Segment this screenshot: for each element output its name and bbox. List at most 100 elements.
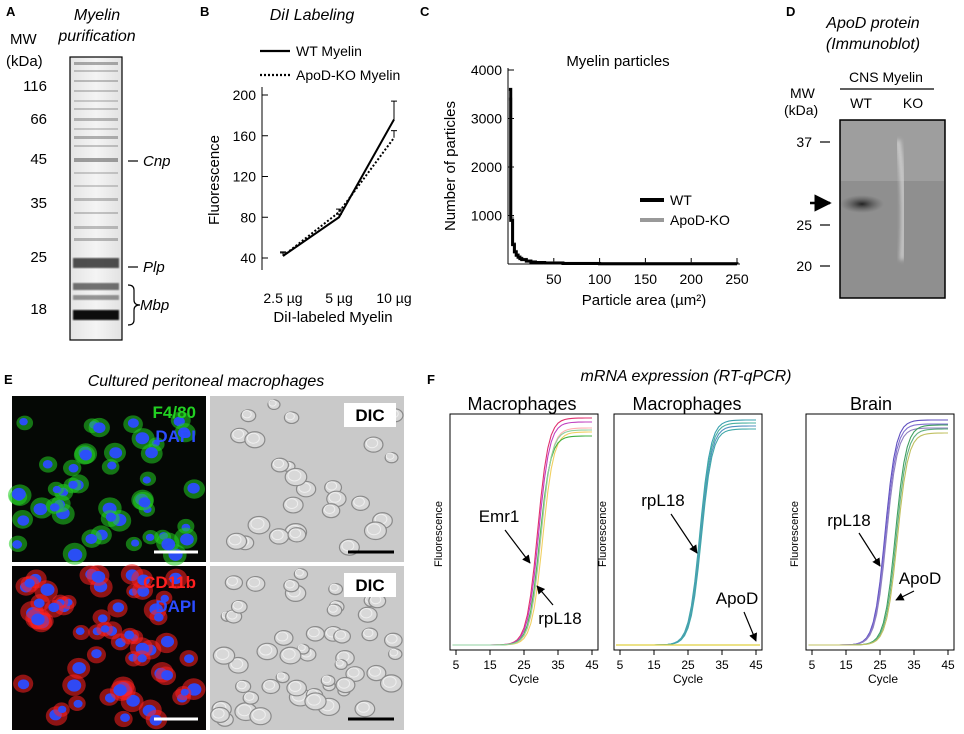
panel-letter-a: A <box>6 4 16 19</box>
y-tick-label: 4000 <box>471 62 502 78</box>
dic-cell <box>284 467 308 487</box>
dic-cell-highlight <box>241 410 252 419</box>
qpcr-x-tick-label: 5 <box>809 658 816 672</box>
y-tick-label: 80 <box>240 209 256 225</box>
dic-label: DIC <box>355 406 384 425</box>
mw-marker-label: 20 <box>796 258 812 274</box>
dic-cell-highlight <box>285 498 299 509</box>
marker-label: 25 <box>30 249 47 266</box>
stain-label-dapi: DAPI <box>155 427 196 446</box>
apod-band-wt <box>840 195 884 213</box>
dic-cell <box>261 678 281 695</box>
panel-letter-e: E <box>4 372 13 387</box>
curve-label-rpl18: rpL18 <box>641 491 684 510</box>
nucleus <box>72 662 86 674</box>
cells-dic <box>225 399 404 556</box>
gel-band <box>74 172 118 174</box>
nucleus <box>161 670 173 681</box>
dic-cell <box>345 666 365 682</box>
nucleus <box>127 418 139 428</box>
arrow-rpl18 <box>670 513 698 554</box>
panel-a-mw-label: MW <box>10 31 37 48</box>
mbp-bracket <box>127 284 141 326</box>
qpcr-x-tick-label: 25 <box>873 658 887 672</box>
gel-band <box>74 136 118 139</box>
nucleus <box>49 503 60 512</box>
qpcr-y-label: Fluorescence <box>789 501 801 567</box>
nucleus <box>160 594 169 603</box>
arrow-rpl18 <box>536 585 554 606</box>
dic-cell-highlight <box>268 399 277 407</box>
gel-band-plp <box>73 258 119 268</box>
qpcr-x-tick-label: 25 <box>517 658 531 672</box>
dic-cell <box>333 629 351 644</box>
nucleus <box>75 627 85 636</box>
dic-label-bg <box>344 573 396 597</box>
qpcr-x-tick-label: 45 <box>941 658 955 672</box>
nucleus <box>160 635 175 648</box>
x-tick-label: 250 <box>725 271 749 287</box>
nucleus <box>161 538 176 551</box>
gel-band <box>74 90 118 92</box>
dic-cell <box>320 674 336 687</box>
qpcr-plot-title: Macrophages <box>632 394 741 414</box>
nucleus <box>112 602 125 613</box>
panel-c: C Myelin particles 1000 2000 3000 4000 50 10… <box>420 4 749 309</box>
dic-cell <box>293 568 309 581</box>
x-tick-label: 2.5 µg <box>263 290 302 306</box>
blot-header: CNS Myelin <box>849 69 923 85</box>
qpcr-plot-title: Macrophages <box>467 394 576 414</box>
series-line <box>282 118 395 257</box>
gel-band <box>74 145 118 147</box>
panel-f: F mRNA expression (RT-qPCR) Macrophages … <box>427 368 955 686</box>
dic-cell-highlight <box>272 458 285 469</box>
dic-cell <box>228 656 249 674</box>
panel-d-title-line1: ApoD protein <box>825 15 919 32</box>
nucleus <box>113 684 127 696</box>
qpcr-x-tick-label: 35 <box>551 658 565 672</box>
gel-band <box>74 238 118 241</box>
qpcr-x-tick-label: 15 <box>483 658 497 672</box>
qpcr-x-tick-label: 5 <box>617 658 624 672</box>
gel-band <box>74 80 118 82</box>
qpcr-curves <box>616 419 760 646</box>
dic-cell <box>321 503 341 519</box>
dic-cell-highlight <box>276 631 289 642</box>
panel-a-title-line2: purification <box>57 28 135 45</box>
gel-band-mbp-3 <box>73 310 119 320</box>
dic-cell-highlight <box>252 708 266 721</box>
dic-cell <box>354 700 376 718</box>
gel-band <box>74 100 118 102</box>
nucleus <box>120 713 130 722</box>
marker-label: 116 <box>23 78 47 95</box>
panel-e: E Cultured peritoneal macrophages F4/80 … <box>4 372 404 730</box>
dic-cell-highlight <box>284 580 295 589</box>
dic-cell <box>363 521 387 541</box>
dic-cell <box>287 527 307 543</box>
qpcr-x-tick-label: 5 <box>453 658 460 672</box>
blot-shading <box>841 121 944 181</box>
dic-cell-highlight <box>386 633 398 644</box>
dic-cell <box>256 642 278 661</box>
series-step-line <box>508 97 739 266</box>
dic-cell <box>230 599 248 614</box>
series-line <box>282 137 395 257</box>
dic-cell-highlight <box>263 680 276 690</box>
nucleus <box>135 432 150 445</box>
panel-d-unit-label: (kDa) <box>784 102 818 118</box>
lane-label-ko: KO <box>903 95 923 111</box>
y-tick-label: 120 <box>233 169 257 185</box>
band-label-plp: Plp <box>143 259 165 276</box>
dic-cell <box>270 457 290 473</box>
nucleus <box>145 447 158 459</box>
cells-cd11b <box>13 564 206 730</box>
curve-label-apod: ApoD <box>899 569 942 588</box>
qpcr-x-tick-label: 35 <box>907 658 921 672</box>
nucleus <box>91 570 106 583</box>
dic-cell <box>224 575 244 591</box>
nucleus <box>105 512 117 522</box>
dic-cell <box>279 646 302 665</box>
dic-cell-highlight <box>366 523 382 536</box>
stain-label-f480: F4/80 <box>153 403 196 422</box>
